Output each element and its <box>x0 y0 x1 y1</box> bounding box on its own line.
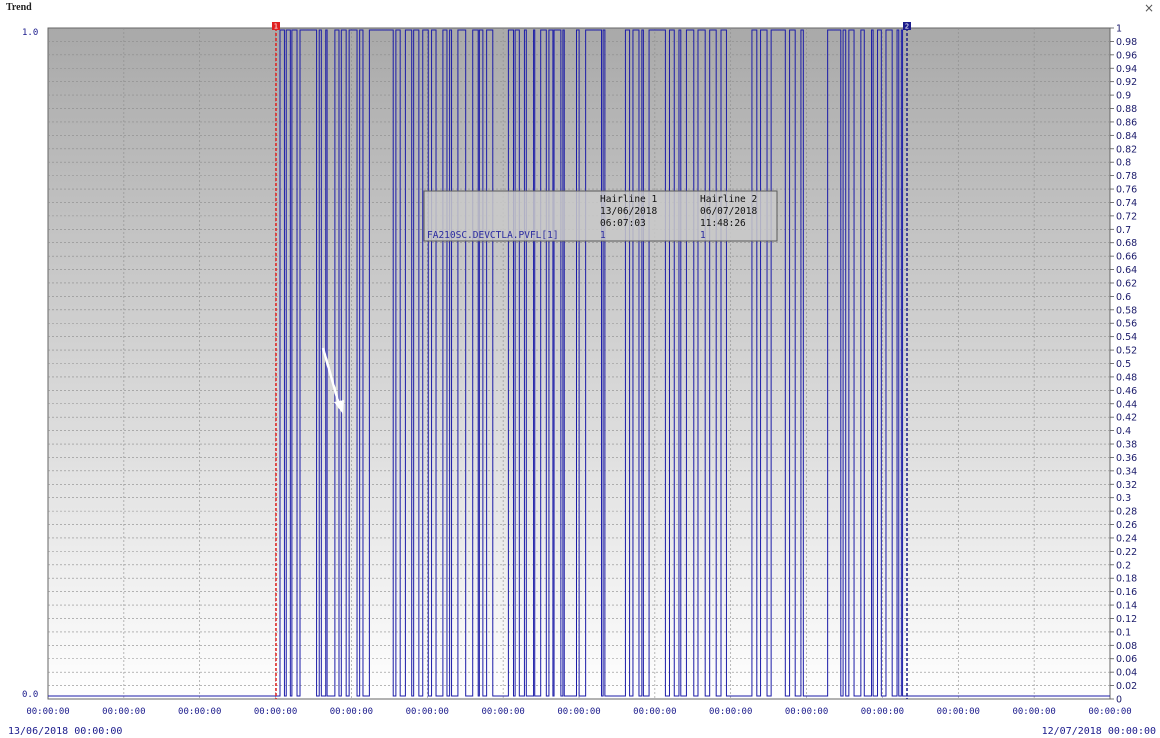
tooltip-value-2: 1 <box>700 230 706 241</box>
right-tick-label: 0.3 <box>1116 493 1131 504</box>
x-tick-label: 00:00:00 <box>254 707 297 717</box>
right-tick-label: 0.16 <box>1116 587 1137 598</box>
right-tick-label: 0.36 <box>1116 453 1137 464</box>
right-tick-label: 0.8 <box>1116 158 1131 169</box>
x-tick-label: 00:00:00 <box>406 707 449 717</box>
x-tick-label: 00:00:00 <box>557 707 600 717</box>
right-tick-label: 0.84 <box>1116 131 1137 142</box>
right-tick-label: 0.06 <box>1116 654 1137 665</box>
right-tick-label: 0.6 <box>1116 292 1131 303</box>
right-tick-label: 0.26 <box>1116 520 1137 531</box>
x-tick-label: 00:00:00 <box>633 707 676 717</box>
tooltip-time-1: 06:07:03 <box>600 218 646 229</box>
tooltip-date-2: 06/07/2018 <box>700 206 757 217</box>
right-tick-label: 0.88 <box>1116 104 1137 115</box>
arrow-annotation <box>321 347 344 414</box>
right-tick-label: 0.24 <box>1116 533 1137 544</box>
x-tick-label: 00:00:00 <box>178 707 221 717</box>
tooltip-header-2: Hairline 2 <box>700 194 757 205</box>
right-tick-label: 0.74 <box>1116 198 1137 209</box>
right-tick-label: 0.38 <box>1116 440 1137 451</box>
right-tick-label: 0.7 <box>1116 225 1131 236</box>
right-tick-label: 0.66 <box>1116 252 1137 263</box>
right-tick-label: 0.54 <box>1116 332 1137 343</box>
right-tick-label: 0.14 <box>1116 601 1137 612</box>
x-tick-label: 00:00:00 <box>102 707 145 717</box>
right-tick-label: 0.86 <box>1116 117 1137 128</box>
right-tick-label: 0 <box>1116 695 1122 706</box>
x-tick-label: 00:00:00 <box>330 707 373 717</box>
right-tick-label: 0.12 <box>1116 614 1137 625</box>
right-tick-label: 0.22 <box>1116 547 1137 558</box>
x-tick-label: 00:00:00 <box>937 707 980 717</box>
right-tick-label: 0.82 <box>1116 144 1137 155</box>
right-tick-label: 0.98 <box>1116 37 1137 48</box>
hairline-1-marker[interactable] <box>272 22 280 30</box>
right-tick-label: 0.04 <box>1116 668 1137 679</box>
hairline-2-label: 2 <box>905 23 909 31</box>
right-tick-label: 0.62 <box>1116 278 1137 289</box>
tooltip-header-1: Hairline 1 <box>600 194 657 205</box>
signal-trace <box>48 29 1110 697</box>
y-axis-bottom-label: 0.0 <box>22 690 38 700</box>
x-axis-start-date: 13/06/2018 00:00:00 <box>8 726 123 737</box>
right-tick-label: 0.34 <box>1116 466 1137 477</box>
hairline-2-marker[interactable] <box>903 22 911 30</box>
right-tick-label: 0.68 <box>1116 238 1137 249</box>
right-tick-label: 0.56 <box>1116 319 1137 330</box>
right-tick-label: 0.02 <box>1116 681 1137 692</box>
close-icon[interactable]: × <box>1143 1 1154 15</box>
right-tick-label: 0.42 <box>1116 413 1137 424</box>
x-tick-label: 00:00:00 <box>1088 707 1131 717</box>
right-tick-label: 0.58 <box>1116 305 1137 316</box>
right-tick-label: 0.08 <box>1116 641 1137 652</box>
right-axis-ticks: 1 0.98 0.96 0.94 0.92 0.9 0.88 0.86 0.84 0.82 0.8 0… <box>1110 24 1137 706</box>
right-tick-label: 0.96 <box>1116 50 1137 61</box>
right-tick-label: 0.72 <box>1116 211 1137 222</box>
right-tick-label: 0.78 <box>1116 171 1137 182</box>
right-tick-label: 0.9 <box>1116 91 1131 102</box>
right-tick-label: 0.46 <box>1116 386 1137 397</box>
x-tick-label: 00:00:00 <box>709 707 752 717</box>
tooltip-date-1: 13/06/2018 <box>600 206 657 217</box>
right-tick-label: 0.94 <box>1116 64 1137 75</box>
x-tick-label: 00:00:00 <box>1012 707 1055 717</box>
x-tick-label: 00:00:00 <box>481 707 524 717</box>
right-tick-label: 0.76 <box>1116 185 1137 196</box>
tooltip-value-1: 1 <box>600 230 606 241</box>
grid-lines <box>48 28 1110 699</box>
right-tick-label: 0.48 <box>1116 372 1137 383</box>
x-axis-end-date: 12/07/2018 00:00:00 <box>1041 726 1156 737</box>
right-tick-label: 0.28 <box>1116 507 1137 518</box>
right-tick-label: 0.5 <box>1116 359 1131 370</box>
x-axis-ticks: 00:00:00 00:00:00 00:00:00 00:00:00 00:00:00… <box>26 707 1131 717</box>
x-tick-label: 00:00:00 <box>861 707 904 717</box>
right-tick-label: 0.32 <box>1116 480 1137 491</box>
y-axis-top-label: 1.0 <box>22 28 38 38</box>
tooltip-tag: FA210SC.DEVCTLA.PVFL[1] <box>427 230 559 241</box>
x-tick-label: 00:00:00 <box>26 707 69 717</box>
signal-trace-line <box>48 29 1110 697</box>
right-tick-label: 0.18 <box>1116 574 1137 585</box>
right-tick-label: 0.4 <box>1116 426 1131 437</box>
right-tick-label: 0.2 <box>1116 560 1131 571</box>
right-tick-label: 0.1 <box>1116 627 1131 638</box>
window-title: Trend <box>6 2 32 13</box>
hairline-1-label: 1 <box>274 23 278 31</box>
x-tick-label: 00:00:00 <box>785 707 828 717</box>
right-tick-label: 0.44 <box>1116 399 1137 410</box>
right-tick-label: 0.52 <box>1116 346 1137 357</box>
right-tick-label: 0.92 <box>1116 77 1137 88</box>
right-tick-label: 1 <box>1116 24 1122 35</box>
hairline-tooltip: Hairline 1 Hairline 2 13/06/2018 06/07/2… <box>423 190 778 242</box>
tooltip-time-2: 11:48:26 <box>700 218 746 229</box>
right-tick-label: 0.64 <box>1116 265 1137 276</box>
